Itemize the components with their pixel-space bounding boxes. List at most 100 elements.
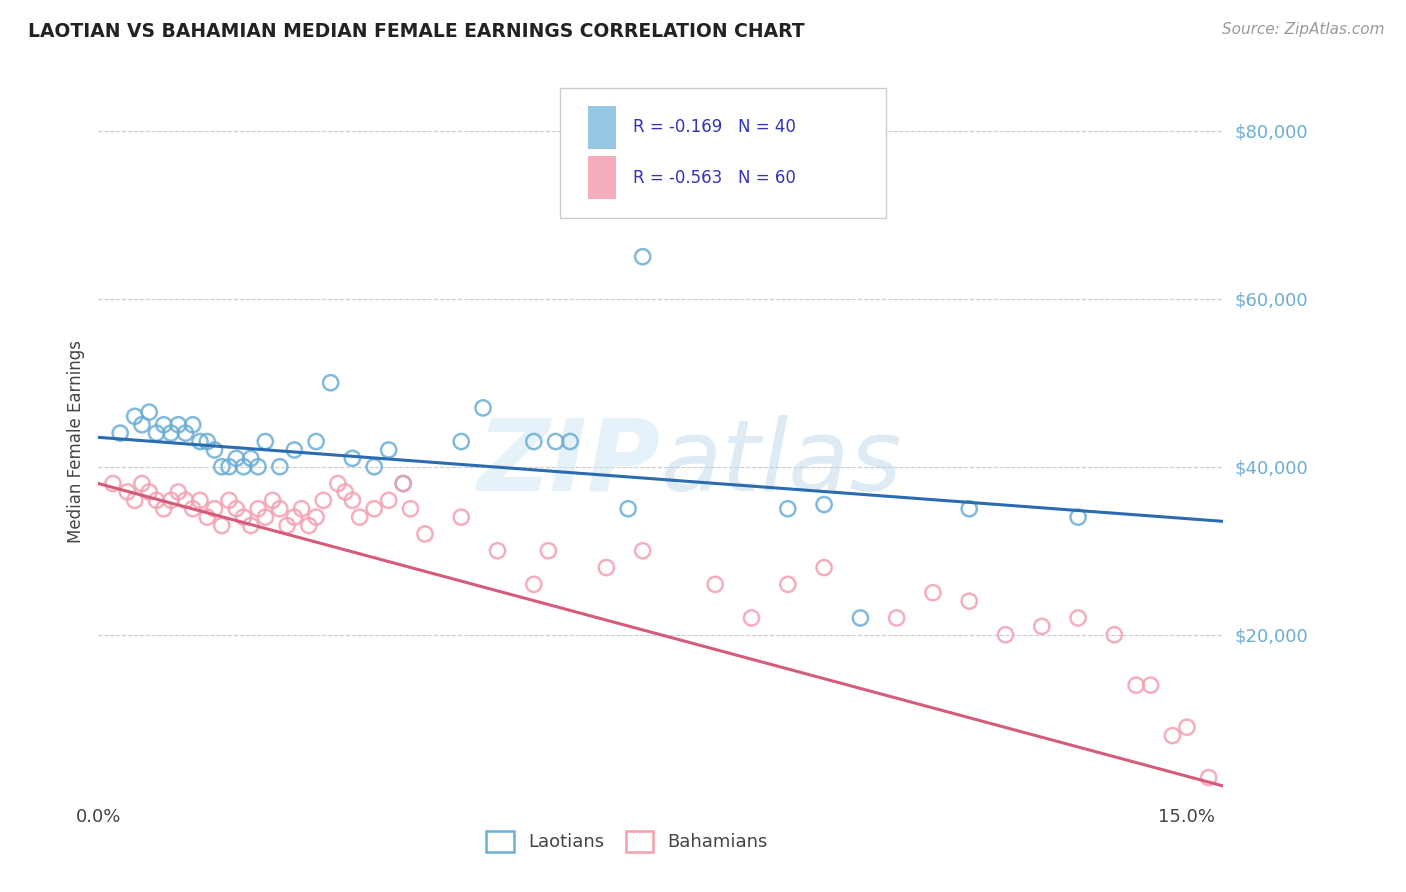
Point bbox=[269, 501, 291, 516]
Point bbox=[239, 518, 262, 533]
Point bbox=[218, 493, 240, 508]
Point bbox=[138, 485, 160, 500]
Y-axis label: Median Female Earnings: Median Female Earnings bbox=[67, 340, 86, 543]
Text: Source: ZipAtlas.com: Source: ZipAtlas.com bbox=[1222, 22, 1385, 37]
Legend: Laotians, Bahamians: Laotians, Bahamians bbox=[479, 823, 775, 859]
Point bbox=[247, 501, 270, 516]
Point bbox=[204, 442, 226, 457]
Point bbox=[117, 485, 139, 500]
Point bbox=[188, 493, 211, 508]
Point bbox=[1161, 729, 1184, 743]
Text: R = -0.563   N = 60: R = -0.563 N = 60 bbox=[633, 169, 796, 186]
Point bbox=[377, 493, 399, 508]
Point bbox=[218, 459, 240, 474]
Text: R = -0.169   N = 40: R = -0.169 N = 40 bbox=[633, 119, 796, 136]
Point bbox=[167, 485, 190, 500]
Point bbox=[957, 594, 980, 608]
Point bbox=[1125, 678, 1147, 692]
Point bbox=[342, 451, 364, 466]
Point bbox=[225, 451, 247, 466]
Text: LAOTIAN VS BAHAMIAN MEDIAN FEMALE EARNINGS CORRELATION CHART: LAOTIAN VS BAHAMIAN MEDIAN FEMALE EARNIN… bbox=[28, 22, 804, 41]
FancyBboxPatch shape bbox=[588, 156, 616, 200]
Point bbox=[523, 577, 546, 591]
Point bbox=[544, 434, 567, 449]
Point bbox=[1175, 720, 1198, 734]
Point bbox=[152, 417, 174, 432]
Point bbox=[486, 543, 509, 558]
Point bbox=[312, 493, 335, 508]
Point bbox=[305, 434, 328, 449]
Point bbox=[392, 476, 415, 491]
Point bbox=[254, 434, 277, 449]
Point bbox=[247, 459, 270, 474]
Point bbox=[254, 510, 277, 524]
Point bbox=[349, 510, 371, 524]
Point bbox=[211, 518, 233, 533]
Point bbox=[298, 518, 321, 533]
Point bbox=[377, 442, 399, 457]
Point bbox=[131, 476, 153, 491]
Point bbox=[204, 501, 226, 516]
Point bbox=[363, 459, 385, 474]
Point bbox=[450, 510, 472, 524]
Point bbox=[181, 501, 204, 516]
Point bbox=[269, 459, 291, 474]
Point bbox=[1067, 611, 1090, 625]
Point bbox=[922, 586, 945, 600]
Point bbox=[319, 376, 342, 390]
Point bbox=[399, 501, 422, 516]
Point bbox=[276, 518, 298, 533]
Point bbox=[232, 510, 254, 524]
Point bbox=[167, 417, 190, 432]
FancyBboxPatch shape bbox=[588, 105, 616, 149]
Point bbox=[291, 501, 314, 516]
Point bbox=[195, 510, 218, 524]
Point bbox=[886, 611, 908, 625]
Point bbox=[333, 485, 356, 500]
Point bbox=[145, 426, 167, 441]
Text: ZIP: ZIP bbox=[478, 415, 661, 512]
Point bbox=[283, 442, 305, 457]
Point bbox=[1198, 771, 1220, 785]
Point bbox=[211, 459, 233, 474]
Point bbox=[124, 493, 146, 508]
Point bbox=[523, 434, 546, 449]
Point bbox=[152, 501, 174, 516]
Point bbox=[413, 527, 436, 541]
Point bbox=[849, 611, 872, 625]
Point bbox=[283, 510, 305, 524]
FancyBboxPatch shape bbox=[560, 87, 886, 218]
Point bbox=[138, 405, 160, 419]
Point bbox=[1067, 510, 1090, 524]
Point bbox=[1031, 619, 1053, 633]
Point bbox=[363, 501, 385, 516]
Text: atlas: atlas bbox=[661, 415, 903, 512]
Point bbox=[631, 543, 654, 558]
Point bbox=[326, 476, 349, 491]
Point bbox=[957, 501, 980, 516]
Point bbox=[181, 417, 204, 432]
Point bbox=[101, 476, 124, 491]
Point bbox=[1104, 628, 1126, 642]
Point bbox=[239, 451, 262, 466]
Point bbox=[195, 434, 218, 449]
Point bbox=[994, 628, 1017, 642]
Point bbox=[188, 434, 211, 449]
Point bbox=[262, 493, 284, 508]
Point bbox=[225, 501, 247, 516]
Point bbox=[813, 560, 835, 574]
Point bbox=[131, 417, 153, 432]
Point bbox=[813, 498, 835, 512]
Point bbox=[631, 250, 654, 264]
Point bbox=[392, 476, 415, 491]
Point bbox=[174, 426, 197, 441]
Point bbox=[617, 501, 640, 516]
Point bbox=[174, 493, 197, 508]
Point bbox=[776, 501, 799, 516]
Point bbox=[595, 560, 617, 574]
Point bbox=[108, 426, 131, 441]
Point bbox=[450, 434, 472, 449]
Point bbox=[472, 401, 495, 415]
Point bbox=[124, 409, 146, 424]
Point bbox=[232, 459, 254, 474]
